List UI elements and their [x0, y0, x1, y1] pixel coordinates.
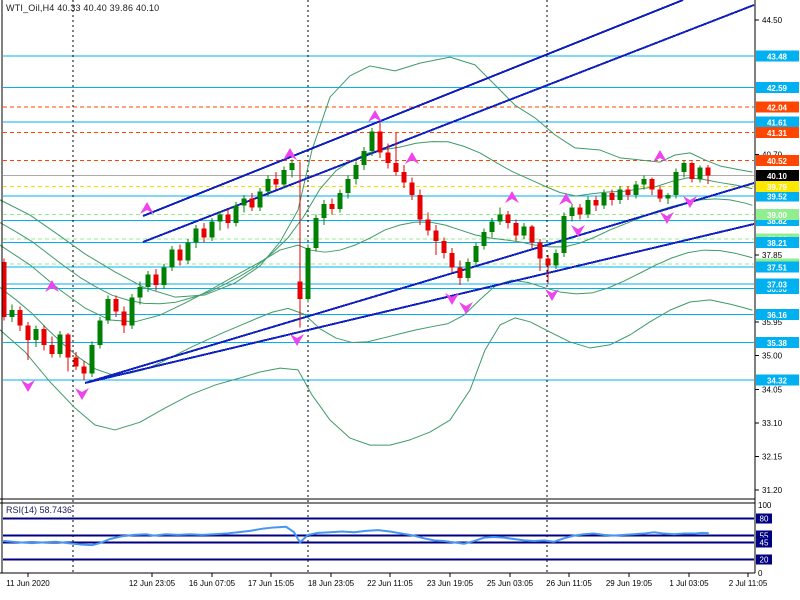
svg-text:42.04: 42.04	[767, 103, 788, 112]
fractal-down-arrow-icon	[445, 293, 459, 305]
fractal-up-arrow-icon	[405, 152, 419, 164]
fractal-up-arrow-icon	[505, 191, 519, 203]
svg-text:16 Jun 07:05: 16 Jun 07:05	[189, 579, 236, 588]
price-level-label: 35.38	[756, 336, 799, 348]
price-level-label: 34.32	[756, 374, 799, 386]
price-level-label: 40.52	[756, 155, 799, 167]
rsi-pane[interactable]	[3, 517, 754, 561]
svg-text:35.00: 35.00	[762, 352, 783, 361]
fractal-down-arrow-icon	[290, 334, 304, 346]
svg-text:37.51: 37.51	[767, 264, 788, 273]
svg-text:38.21: 38.21	[767, 239, 788, 248]
svg-text:29 Jun 19:05: 29 Jun 19:05	[606, 579, 653, 588]
price-level-label: 41.31	[756, 127, 799, 138]
svg-text:39.79: 39.79	[767, 183, 788, 192]
rsi-level-label: 45	[756, 537, 772, 548]
svg-text:2 Jul 11:05: 2 Jul 11:05	[729, 579, 768, 588]
svg-text:34.32: 34.32	[767, 376, 788, 385]
fractal-up-arrow-icon	[368, 110, 382, 122]
svg-text:17 Jun 15:05: 17 Jun 15:05	[248, 579, 295, 588]
svg-text:39.52: 39.52	[767, 192, 788, 201]
fractal-up-arrow-icon	[653, 150, 667, 162]
fractal-up-arrow-icon	[140, 202, 154, 214]
fractal-up-arrow-icon	[283, 148, 297, 160]
current-price-label: 40.10	[756, 169, 799, 181]
rsi-indicator-label: RSI(14) 58.7436	[6, 505, 73, 515]
fractal-arrow-markers	[21, 110, 697, 400]
svg-text:36.16: 36.16	[767, 311, 788, 320]
svg-text:40.10: 40.10	[767, 172, 788, 181]
svg-text:35.38: 35.38	[767, 339, 788, 348]
price-level-label: 39.79	[756, 180, 799, 192]
svg-text:37.85: 37.85	[762, 251, 783, 260]
svg-text:41.31: 41.31	[767, 129, 788, 138]
svg-text:18 Jun 23:05: 18 Jun 23:05	[308, 579, 355, 588]
svg-text:23 Jun 19:05: 23 Jun 19:05	[427, 579, 474, 588]
svg-text:35.95: 35.95	[762, 318, 783, 327]
svg-text:40.70: 40.70	[762, 150, 783, 159]
svg-text:22 Jun 11:05: 22 Jun 11:05	[367, 579, 413, 588]
svg-text:42.59: 42.59	[767, 84, 788, 93]
pane-borders	[0, 0, 756, 574]
svg-text:20: 20	[760, 555, 769, 564]
fractal-down-arrow-icon	[21, 380, 35, 392]
svg-text:12 Jun 23:05: 12 Jun 23:05	[129, 579, 176, 588]
price-level-label: 41.61	[756, 116, 799, 128]
svg-text:44.50: 44.50	[762, 16, 783, 25]
fractal-down-arrow-icon	[545, 289, 559, 301]
fractal-up-arrow-icon	[559, 193, 573, 205]
svg-text:1 Jul 03:05: 1 Jul 03:05	[669, 579, 709, 588]
chart-title: WTI_Oil,H4 40.33 40.40 39.86 40.10	[6, 3, 160, 13]
rsi-level-label: 20	[756, 554, 772, 565]
svg-text:45: 45	[760, 538, 769, 547]
svg-text:100: 100	[758, 501, 772, 510]
svg-text:40.52: 40.52	[767, 157, 788, 166]
candlesticks[interactable]	[1, 122, 711, 380]
time-axis[interactable]: 11 Jun 2020 12 Jun 23:05 16 Jun 07:05 17 Ju…	[6, 573, 768, 588]
rsi-level-label: 80	[756, 513, 772, 524]
svg-text:31.20: 31.20	[762, 486, 783, 495]
svg-text:0: 0	[758, 569, 763, 578]
svg-text:32.15: 32.15	[762, 452, 783, 461]
svg-text:11 Jun 2020: 11 Jun 2020	[6, 579, 50, 588]
price-level-label: 38.82	[756, 215, 799, 227]
price-level-label: 42.59	[756, 82, 799, 94]
fractal-down-arrow-icon	[75, 388, 89, 400]
price-level-label: 36.16	[756, 309, 799, 321]
svg-text:38.82: 38.82	[767, 217, 788, 226]
svg-text:55: 55	[760, 532, 769, 541]
price-axis[interactable]: 44.50 40.70 37.85 35.95 35.00 34.05 33.10 32.15…	[755, 16, 799, 495]
svg-text:41.61: 41.61	[767, 119, 788, 128]
svg-text:36.90: 36.90	[767, 285, 788, 294]
fractal-down-arrow-icon	[660, 212, 674, 224]
price-level-label: 37.03	[756, 278, 799, 290]
price-level-label: 38.21	[756, 236, 799, 248]
price-level-label: 43.48	[756, 50, 799, 62]
fractal-down-arrow-icon	[571, 225, 585, 237]
rsi-level-label: 55	[756, 530, 772, 541]
svg-text:34.05: 34.05	[762, 385, 783, 394]
fractal-down-arrow-icon	[683, 196, 697, 208]
svg-text:39.00: 39.00	[767, 211, 788, 220]
price-level-label: 37.51	[756, 261, 799, 273]
fractal-down-arrow-icon	[459, 302, 473, 314]
price-level-label: 39.00	[756, 208, 799, 220]
svg-text:43.48: 43.48	[767, 53, 788, 62]
svg-text:37.03: 37.03	[767, 280, 788, 289]
svg-text:33.10: 33.10	[762, 419, 783, 428]
svg-text:26 Jun 11:05: 26 Jun 11:05	[546, 579, 592, 588]
fractal-up-arrow-icon	[45, 280, 59, 292]
price-level-label: 39.52	[756, 190, 799, 202]
support-resistance-lines	[3, 55, 754, 381]
price-level-label: 42.04	[756, 101, 799, 113]
svg-text:25 Jun 03:05: 25 Jun 03:05	[487, 579, 534, 588]
svg-text:80: 80	[760, 515, 769, 524]
